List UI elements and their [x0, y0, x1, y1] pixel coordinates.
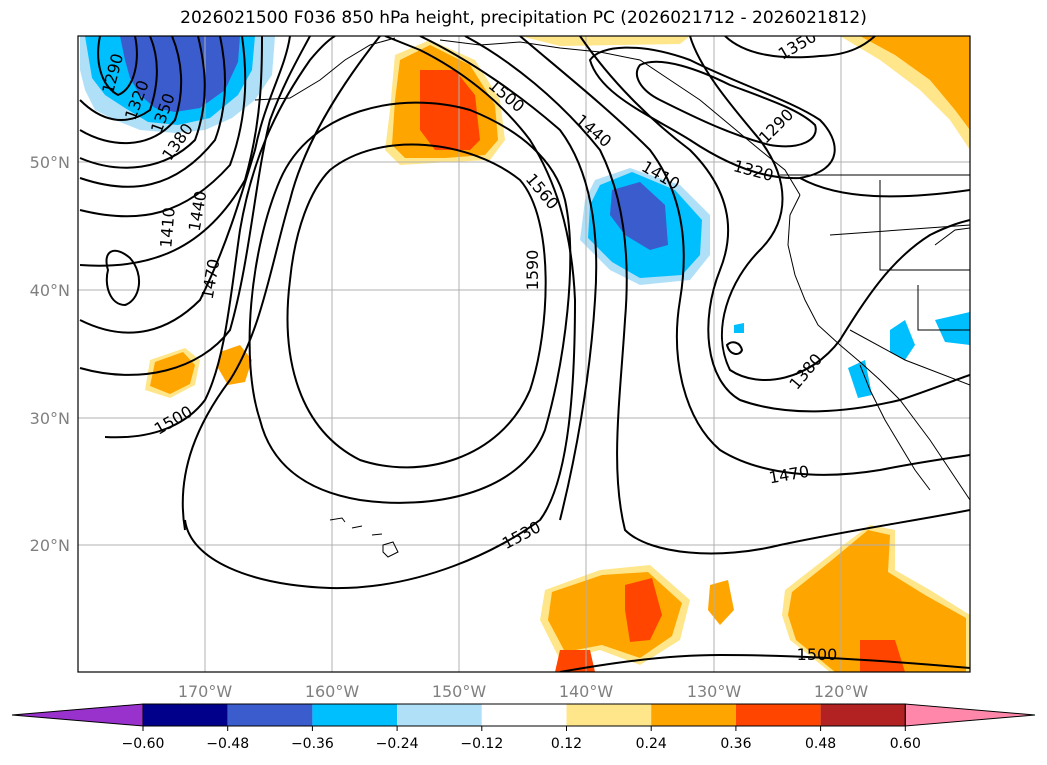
colorbar-extend-max [904, 703, 1036, 727]
colorbar-tick-label: −0.24 [376, 736, 419, 752]
neg-anomaly-baja [848, 360, 872, 398]
pos-anomaly-bottom [555, 650, 595, 672]
contour-1320-east [588, 46, 836, 180]
contour-1500-south [104, 36, 336, 439]
contour-1440-west [79, 36, 247, 218]
pos-anomaly-top [520, 36, 690, 46]
pos-anomaly-subtropic-west-core [150, 352, 195, 394]
contour-1500-bottom [559, 653, 970, 672]
colorbar-tick-label: −0.12 [460, 736, 503, 752]
chart-title: 2026021500 F036 850 hPa height, precipit… [180, 8, 867, 28]
colorbar-segment [312, 704, 398, 726]
closed-high-1590 [286, 143, 547, 469]
colorbar-tick-label: −0.48 [206, 736, 249, 752]
colorbar-tick-label: 0.24 [636, 736, 667, 752]
colorbar-segment [735, 704, 821, 726]
colorbar-segment [481, 704, 567, 726]
lat-tick-label: 40°N [30, 281, 70, 300]
contour-1350-west [79, 36, 183, 145]
neg-anomaly-small [734, 323, 744, 333]
contour-1470-central [464, 36, 970, 555]
contour-label: 1500 [797, 645, 838, 664]
lat-tick-label: 30°N [30, 409, 70, 428]
colorbar-segment [566, 704, 652, 726]
contour-1530-central [184, 36, 577, 590]
latitude-labels: 50°N 40°N 30°N 20°N [30, 153, 70, 555]
lon-tick-label: 160°W [305, 682, 360, 701]
colorbar-segment [651, 704, 736, 726]
neg-anomaly-swus-2 [935, 312, 970, 345]
contour-label: 1590 [523, 250, 542, 291]
lon-tick-label: 170°W [178, 682, 233, 701]
colorbar-segment [820, 704, 906, 726]
pos-anomaly-tropic-1-strong [625, 578, 662, 642]
contour-1380-east [689, 36, 970, 381]
contour-1500-central [419, 36, 598, 521]
contour-1380-west [79, 36, 206, 169]
closed-low-west [105, 249, 140, 307]
contour-1320-north-east [799, 177, 970, 198]
contour-1410-central [579, 36, 970, 413]
colorbar-tick-label: 0.48 [805, 736, 836, 752]
contour-1440-central [519, 36, 970, 476]
lon-tick-label: 120°W [814, 682, 869, 701]
neg-anomaly-swus [890, 320, 915, 360]
contour-1530-west [79, 36, 311, 376]
colorbar-segment [397, 704, 482, 726]
lon-tick-label: 150°W [432, 682, 487, 701]
small-closed-low [725, 341, 744, 355]
pos-anomaly-tropic-3-strong [860, 640, 905, 672]
colorbar-segment [143, 704, 228, 726]
contour-1320-west [79, 36, 158, 122]
contour-1500-west [79, 36, 291, 334]
colorbar-segment [227, 704, 313, 726]
contour-label: 1410 [156, 206, 178, 248]
contour-1350-east [724, 36, 876, 59]
colorbar-tick-label: 0.36 [720, 736, 751, 752]
longitude-labels: 170°W 160°W 150°W 140°W 130°W 120°W [178, 682, 869, 701]
pos-anomaly-tropic-3-core [788, 530, 966, 672]
colorbar-tick-label: 0.12 [551, 736, 582, 752]
pos-anomaly-ne-core [860, 36, 970, 130]
lat-tick-label: 20°N [30, 536, 70, 555]
contour-1500-outer [181, 36, 381, 531]
colorbar-frame [142, 703, 906, 727]
colorbar-tick-label: −0.36 [291, 736, 334, 752]
colorbar-tick-label: −0.60 [122, 736, 165, 752]
colorbar-tick-label: 0.60 [890, 736, 921, 752]
lat-tick-label: 50°N [30, 153, 70, 172]
lon-tick-label: 140°W [559, 682, 614, 701]
contour-1410-west [79, 36, 226, 188]
contour-1560 [248, 101, 572, 504]
precip-shading [80, 36, 970, 672]
height-contours [79, 36, 970, 672]
pos-anomaly-goa-strong [420, 70, 480, 150]
plot-frame [77, 35, 971, 673]
colorbar-extend-min [11, 703, 144, 727]
colorbar: −0.60 −0.48 −0.36 −0.24 −0.12 0.12 0.24 0.36 0.4… [11, 703, 1036, 752]
contour-1290-west [97, 36, 138, 97]
contour-1290-east [635, 60, 817, 148]
lon-tick-label: 130°W [687, 682, 742, 701]
